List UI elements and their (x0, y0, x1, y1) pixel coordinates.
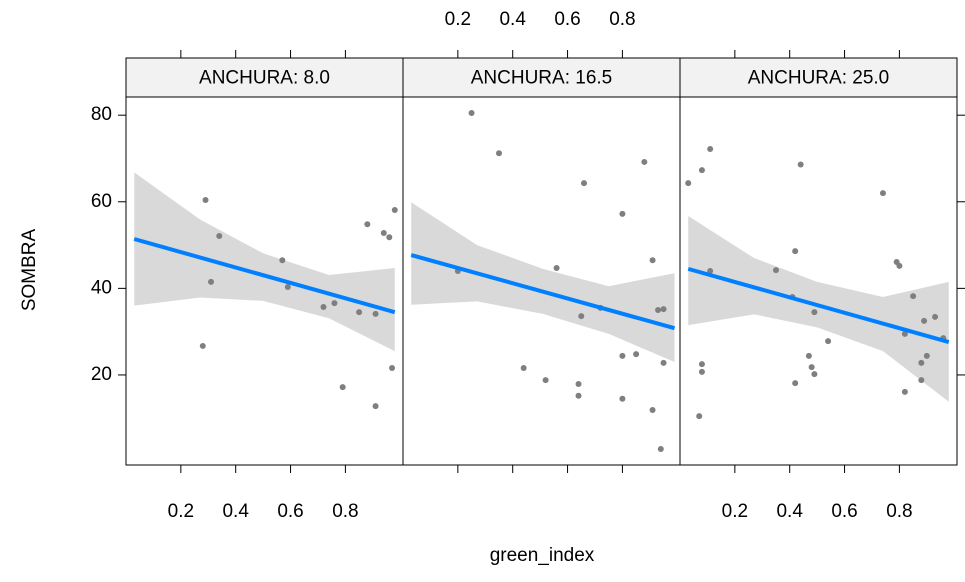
point (633, 351, 640, 358)
y-tick-label: 40 (91, 277, 112, 298)
point (923, 352, 930, 359)
x-axis-label: green_index (490, 545, 595, 566)
point (660, 306, 667, 313)
x-tick-label: 0.2 (722, 501, 748, 522)
point (879, 190, 886, 197)
point (575, 392, 582, 399)
point (641, 158, 648, 165)
y-tick-label: 20 (91, 364, 112, 385)
x-tick-label: 0.2 (168, 501, 194, 522)
point (901, 330, 908, 337)
point (918, 359, 925, 366)
strip-label: ANCHURA: 25.0 (748, 68, 890, 89)
point (910, 293, 917, 300)
point (805, 352, 812, 359)
x-tick-label: 0.2 (445, 9, 471, 30)
point (896, 262, 903, 269)
point (578, 313, 585, 320)
point (495, 150, 502, 157)
strip (402, 57, 681, 98)
point (649, 257, 656, 264)
point (520, 365, 527, 372)
point (825, 338, 832, 345)
point (932, 313, 939, 320)
y-axis-label: SOMBRA (19, 229, 40, 312)
point (811, 309, 818, 316)
point (331, 300, 338, 307)
point (655, 307, 662, 314)
point (797, 161, 804, 168)
confidence-band (411, 202, 675, 362)
confidence-band (134, 172, 395, 352)
point (619, 210, 626, 217)
fit-line (133, 237, 396, 315)
point (339, 384, 346, 391)
point (808, 364, 815, 371)
point (391, 206, 398, 213)
point (386, 234, 393, 241)
x-tick-label: 0.8 (609, 9, 635, 30)
point (581, 180, 588, 187)
point (901, 388, 908, 395)
point (202, 197, 209, 204)
point (356, 309, 363, 316)
strip (679, 57, 958, 98)
point (696, 413, 703, 420)
point (698, 368, 705, 375)
point (199, 342, 206, 349)
point (372, 310, 379, 317)
point (364, 221, 371, 228)
point (320, 303, 327, 310)
point (772, 267, 779, 274)
point (216, 232, 223, 239)
point (792, 380, 799, 387)
x-tick-label: 0.4 (222, 501, 249, 522)
point (284, 284, 291, 291)
x-tick-label: 0.6 (277, 501, 303, 522)
point (575, 381, 582, 388)
x-tick-label: 0.6 (831, 501, 857, 522)
fit-line (687, 266, 950, 344)
point (279, 257, 286, 264)
strip-label: ANCHURA: 8.0 (199, 68, 330, 89)
point (918, 377, 925, 384)
y-tick-label: 60 (91, 191, 112, 212)
point (698, 361, 705, 368)
x-tick-label: 0.6 (554, 9, 580, 30)
point (208, 278, 215, 285)
point (649, 407, 656, 414)
point (921, 317, 928, 324)
point (707, 145, 714, 152)
confidence-band (688, 216, 949, 402)
y-tick-label: 80 (91, 104, 112, 125)
x-tick-label: 0.4 (499, 9, 526, 30)
point (619, 352, 626, 359)
fit-line (410, 253, 676, 331)
point (619, 395, 626, 402)
point (698, 167, 705, 174)
x-tick-label: 0.4 (776, 501, 803, 522)
point (468, 110, 475, 117)
point (372, 403, 379, 410)
point (660, 359, 667, 366)
point (542, 377, 549, 384)
x-tick-label: 0.8 (332, 501, 358, 522)
point (811, 371, 818, 378)
strip-label: ANCHURA: 16.5 (471, 68, 613, 89)
x-tick-label: 0.8 (886, 501, 912, 522)
point (380, 229, 387, 236)
point (553, 265, 560, 272)
point (792, 248, 799, 255)
point (389, 365, 396, 372)
point (657, 445, 664, 452)
point (685, 180, 692, 187)
